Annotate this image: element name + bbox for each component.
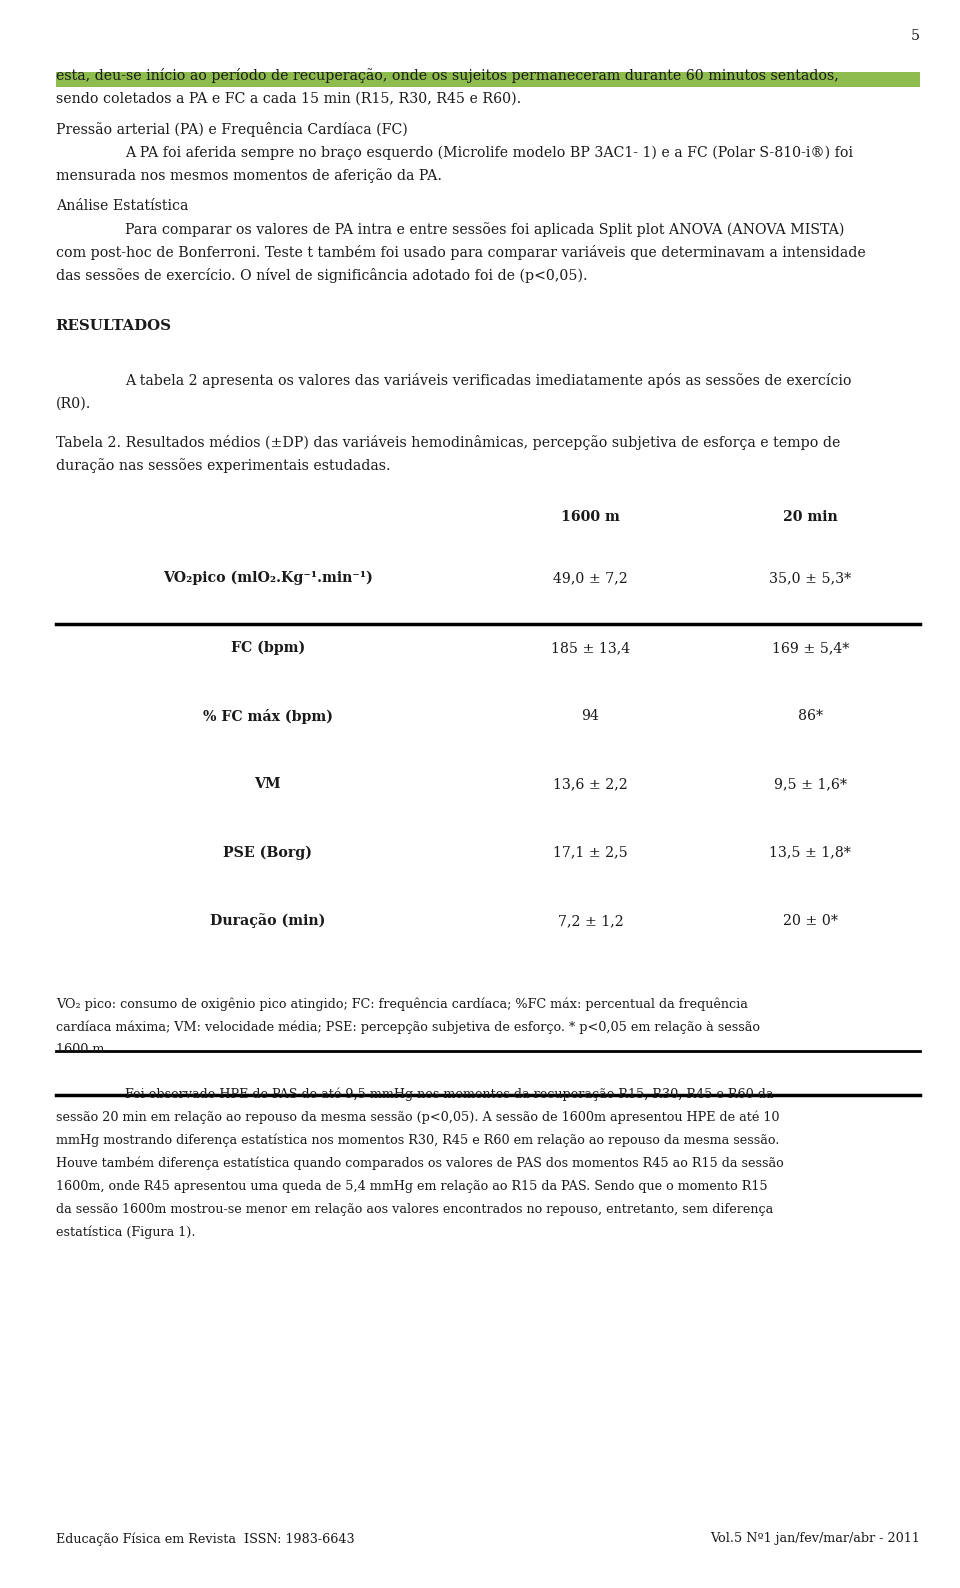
Text: VO₂ pico: consumo de oxigênio pico atingido; FC: frequência cardíaca; %FC máx: p: VO₂ pico: consumo de oxigênio pico ating…: [56, 997, 748, 1012]
Text: PSE (Borg): PSE (Borg): [224, 845, 312, 861]
Text: 5: 5: [910, 29, 920, 43]
Text: A PA foi aferida sempre no braço esquerdo (Microlife modelo BP 3AC1- 1) e a FC (: A PA foi aferida sempre no braço esquerd…: [125, 145, 852, 160]
Text: A tabela 2 apresenta os valores das variáveis verificadas imediatamente após as : A tabela 2 apresenta os valores das vari…: [125, 373, 852, 387]
Text: % FC máx (bpm): % FC máx (bpm): [203, 708, 333, 724]
Text: FC (bpm): FC (bpm): [230, 640, 305, 656]
Text: 7,2 ± 1,2: 7,2 ± 1,2: [558, 915, 623, 927]
Text: Para comparar os valores de PA intra e entre sessões foi aplicada Split plot ANO: Para comparar os valores de PA intra e e…: [125, 222, 844, 237]
Text: 1600 m.: 1600 m.: [56, 1043, 108, 1056]
Text: 9,5 ± 1,6*: 9,5 ± 1,6*: [774, 778, 847, 791]
Text: das sessões de exercício. O nível de significância adotado foi de (p<0,05).: das sessões de exercício. O nível de sig…: [56, 268, 588, 283]
Text: estatística (Figura 1).: estatística (Figura 1).: [56, 1226, 195, 1240]
Text: 86*: 86*: [798, 710, 823, 723]
Text: 185 ± 13,4: 185 ± 13,4: [551, 642, 630, 654]
Bar: [56, 73, 920, 87]
Text: 94: 94: [582, 710, 599, 723]
Text: cardíaca máxima; VM: velocidade média; PSE: percepção subjetiva de esforço. * p<: cardíaca máxima; VM: velocidade média; P…: [56, 1019, 759, 1034]
Text: mensurada nos mesmos momentos de aferição da PA.: mensurada nos mesmos momentos de aferiçã…: [56, 168, 442, 183]
Text: 35,0 ± 5,3*: 35,0 ± 5,3*: [769, 572, 852, 584]
Text: 1600 m: 1600 m: [561, 510, 620, 524]
Text: 49,0 ± 7,2: 49,0 ± 7,2: [553, 572, 628, 584]
Text: sessão 20 min em relação ao repouso da mesma sessão (p<0,05). A sessão de 1600m : sessão 20 min em relação ao repouso da m…: [56, 1112, 780, 1124]
Text: 13,6 ± 2,2: 13,6 ± 2,2: [553, 778, 628, 791]
Text: 17,1 ± 2,5: 17,1 ± 2,5: [553, 846, 628, 859]
Text: sendo coletados a PA e FC a cada 15 min (R15, R30, R45 e R60).: sendo coletados a PA e FC a cada 15 min …: [56, 91, 521, 105]
Text: com post-hoc de Bonferroni. Teste t também foi usado para comparar variáveis que: com post-hoc de Bonferroni. Teste t tamb…: [56, 245, 865, 260]
Text: da sessão 1600m mostrou-se menor em relação aos valores encontrados no repouso, : da sessão 1600m mostrou-se menor em rela…: [56, 1204, 773, 1216]
Text: VM: VM: [254, 778, 281, 791]
Text: RESULTADOS: RESULTADOS: [56, 319, 172, 333]
Text: Pressão arterial (PA) e Frequência Cardíaca (FC): Pressão arterial (PA) e Frequência Cardí…: [56, 122, 407, 137]
Text: Análise Estatística: Análise Estatística: [56, 200, 188, 213]
Text: Foi observado HPE de PAS de até 9,5 mmHg nos momentos da recuperação R15, R30, R: Foi observado HPE de PAS de até 9,5 mmHg…: [125, 1088, 774, 1102]
Text: 20 min: 20 min: [782, 510, 838, 524]
Text: Duração (min): Duração (min): [210, 913, 325, 929]
Text: (R0).: (R0).: [56, 397, 91, 410]
Text: mmHg mostrando diferença estatística nos momentos R30, R45 e R60 em relação ao r: mmHg mostrando diferença estatística nos…: [56, 1134, 780, 1148]
Text: VO₂pico (mlO₂.Kg⁻¹.min⁻¹): VO₂pico (mlO₂.Kg⁻¹.min⁻¹): [163, 570, 372, 586]
Text: Vol.5 Nº1 jan/fev/mar/abr - 2011: Vol.5 Nº1 jan/fev/mar/abr - 2011: [710, 1532, 920, 1545]
Text: esta, deu-se início ao período de recuperação, onde os sujeitos permaneceram dur: esta, deu-se início ao período de recupe…: [56, 68, 838, 83]
Text: 1600m, onde R45 apresentou uma queda de 5,4 mmHg em relação ao R15 da PAS. Sendo: 1600m, onde R45 apresentou uma queda de …: [56, 1180, 767, 1193]
Text: Educação Física em Revista  ISSN: 1983-6643: Educação Física em Revista ISSN: 1983-66…: [56, 1532, 354, 1547]
Text: 20 ± 0*: 20 ± 0*: [782, 915, 838, 927]
Text: 169 ± 5,4*: 169 ± 5,4*: [772, 642, 849, 654]
Text: duração nas sessões experimentais estudadas.: duração nas sessões experimentais estuda…: [56, 457, 391, 473]
Text: Tabela 2. Resultados médios (±DP) das variáveis hemodinâmicas, percepção subjeti: Tabela 2. Resultados médios (±DP) das va…: [56, 435, 840, 449]
Text: Houve também diferença estatística quando comparados os valores de PAS dos momen: Houve também diferença estatística quand…: [56, 1156, 783, 1170]
Text: 13,5 ± 1,8*: 13,5 ± 1,8*: [769, 846, 852, 859]
